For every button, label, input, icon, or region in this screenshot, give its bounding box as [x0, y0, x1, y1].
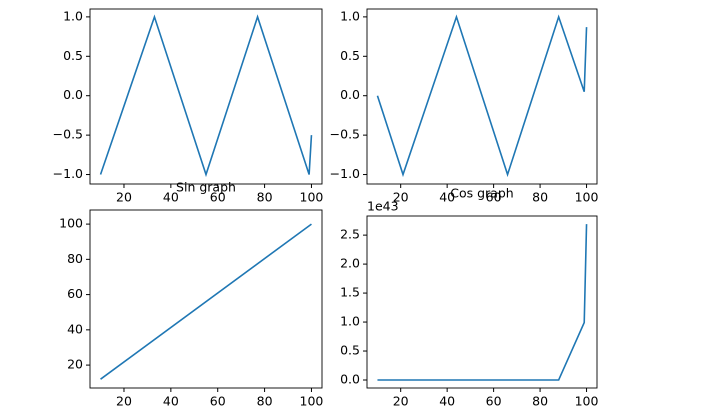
axes-title: Sin graph: [176, 180, 236, 195]
x-tick-label: 80: [257, 190, 273, 205]
x-tick-label: 100: [575, 190, 599, 205]
axes-frame: [366, 8, 598, 185]
y-tick-label: 20: [67, 357, 83, 372]
y-tick-label: −1.0: [53, 166, 83, 181]
y-tick-label: 0.5: [63, 48, 83, 63]
x-tick-label: 80: [257, 394, 273, 409]
y-tick-label: 0.0: [340, 372, 360, 387]
x-tick-label: 40: [439, 190, 455, 205]
y-tick-label: 2.5: [340, 227, 360, 242]
y-tick-label: −0.5: [53, 127, 83, 142]
y-tick-label: 2.0: [340, 256, 360, 271]
y-tick-label: 1.0: [340, 314, 360, 329]
axes-frame: [89, 8, 323, 185]
offset-label: 1e43: [367, 199, 399, 214]
y-tick-label: 0.5: [340, 48, 360, 63]
x-tick-label: 20: [116, 190, 132, 205]
x-tick-label: 100: [575, 394, 599, 409]
y-tick-label: 0.0: [63, 87, 83, 102]
line: [376, 14, 588, 178]
axes-frame: [366, 215, 598, 389]
y-tick-label: 0.5: [340, 343, 360, 358]
x-tick-label: 100: [300, 190, 324, 205]
x-tick-label: 40: [163, 190, 179, 205]
x-tick-label: 60: [486, 394, 502, 409]
x-tick-label: 20: [116, 394, 132, 409]
y-tick-label: 100: [59, 216, 83, 231]
x-tick-label: 60: [210, 394, 226, 409]
x-tick-label: 100: [300, 394, 324, 409]
line: [100, 223, 312, 380]
y-tick-label: 1.0: [63, 8, 83, 23]
x-tick-label: 60: [486, 190, 502, 205]
y-tick-label: 60: [67, 286, 83, 301]
y-tick-label: 0.0: [340, 87, 360, 102]
x-tick-label: 80: [532, 190, 548, 205]
x-tick-label: 80: [532, 394, 548, 409]
y-tick-label: 40: [67, 321, 83, 336]
line: [99, 14, 313, 178]
x-tick-label: 40: [439, 394, 455, 409]
y-tick-label: 1.5: [340, 285, 360, 300]
y-tick-label: 80: [67, 251, 83, 266]
axes-title: Cos graph: [450, 186, 513, 201]
axes-frame: [89, 209, 323, 389]
x-tick-label: 20: [393, 394, 409, 409]
y-tick-label: 1.0: [340, 8, 360, 23]
x-tick-label: 20: [393, 190, 409, 205]
x-tick-label: 40: [163, 394, 179, 409]
line: [377, 224, 588, 381]
y-tick-label: −1.0: [330, 166, 360, 181]
x-tick-label: 60: [210, 190, 226, 205]
y-tick-label: −0.5: [330, 127, 360, 142]
